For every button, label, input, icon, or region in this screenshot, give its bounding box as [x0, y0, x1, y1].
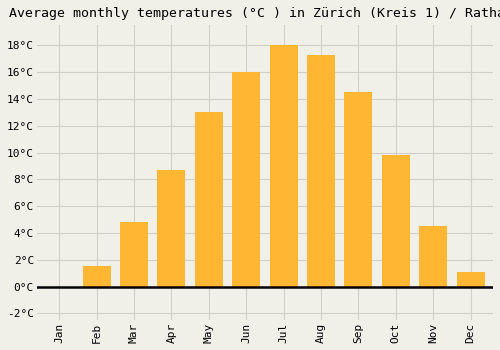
Bar: [344, 92, 372, 287]
Bar: [158, 170, 186, 287]
Bar: [232, 72, 260, 287]
Bar: [120, 222, 148, 287]
Bar: [419, 226, 447, 287]
Bar: [195, 112, 223, 287]
Title: Average monthly temperatures (°C ) in Zürich (Kreis 1) / Rathaus: Average monthly temperatures (°C ) in Zü…: [9, 7, 500, 20]
Bar: [82, 266, 110, 287]
Bar: [456, 272, 484, 287]
Bar: [270, 46, 297, 287]
Bar: [307, 55, 335, 287]
Bar: [382, 155, 410, 287]
Bar: [45, 287, 73, 288]
